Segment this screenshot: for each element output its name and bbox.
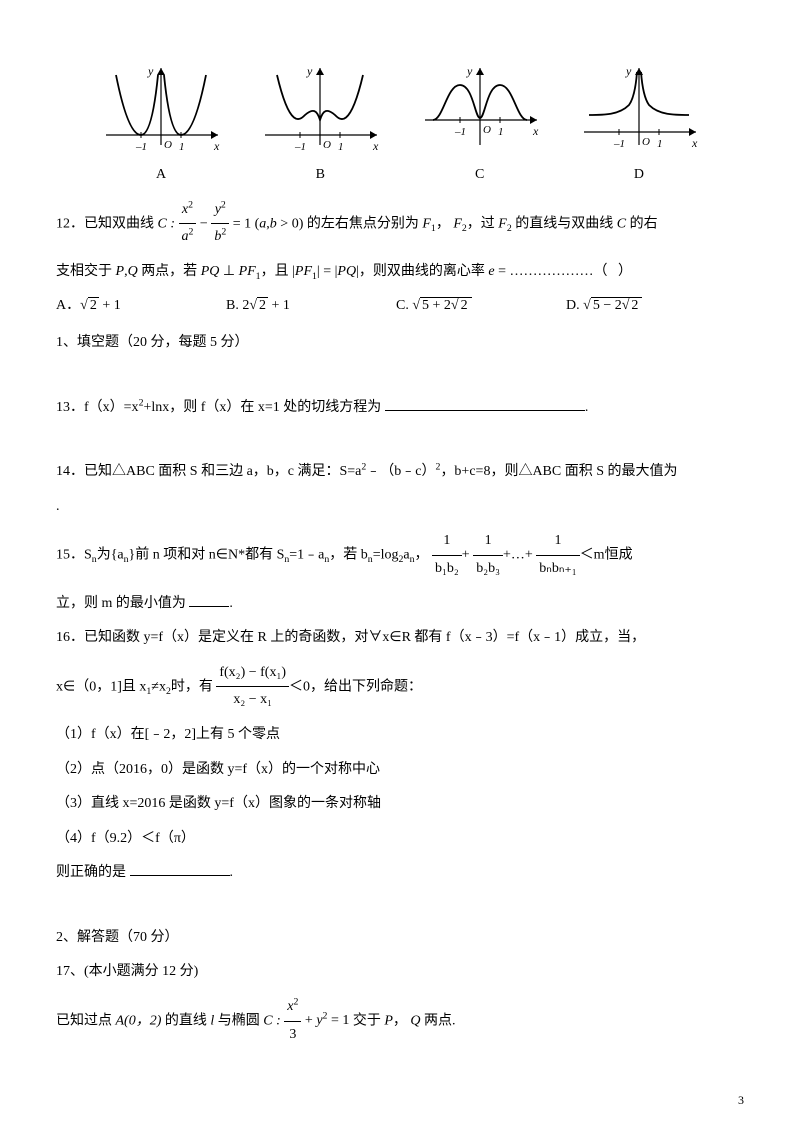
svg-text:x: x	[213, 139, 220, 153]
q16-tail-b: .	[230, 865, 234, 880]
q15-frac1: 1 b₁b₂	[432, 528, 462, 582]
svg-text:O: O	[164, 139, 172, 151]
q12-optC: C. √5 + 2√2	[396, 293, 566, 320]
q12-frac1: x2 a2	[179, 197, 197, 251]
q15-lt: ＜m恒成	[580, 548, 633, 563]
svg-text:–1: –1	[294, 141, 306, 153]
q16-s4: （4）f（9.2）＜f（π）	[56, 826, 744, 853]
q17-head: 17、(本小题满分 12 分)	[56, 959, 744, 986]
svg-text:x: x	[691, 136, 698, 150]
q16-s3: （3）直线 x=2016 是函数 y=f（x）图象的一条对称轴	[56, 791, 744, 818]
q15-e: ，若 b	[329, 548, 368, 563]
svg-text:O: O	[323, 139, 331, 151]
q13-blank	[385, 396, 585, 411]
q15-line1: 15．Sn为{an}前 n 项和对 n∈N*都有 Sn=1﹣an，若 bn=lo…	[56, 528, 744, 582]
q16-s2: （2）点（2016，0）是函数 y=f（x）的一个对称中心	[56, 757, 744, 784]
q15-c: }前 n 项和对 n∈N*都有 S	[129, 548, 285, 563]
q13-tail: .	[585, 400, 589, 415]
q17-lvar: l	[210, 1013, 214, 1028]
svg-text:O: O	[642, 136, 650, 148]
q15-line2: 立，则 m 的最小值为 .	[56, 591, 744, 618]
svg-text:x: x	[532, 124, 539, 138]
q17-Cvar: C :	[263, 1013, 281, 1028]
svg-text:y: y	[306, 64, 313, 78]
svg-text:–1: –1	[135, 141, 147, 153]
q14-a: 14．已知△ABC 面积 S 和三边 a，b，c 满足：S=a	[56, 464, 361, 479]
section-ans: 2、解答题（70 分）	[56, 925, 744, 952]
q13: 13．f（x）=x2+lnx，则 f（x）在 x=1 处的切线方程为 .	[56, 395, 744, 422]
q15-f: =log	[373, 548, 399, 563]
q17-l1b: 的直线	[165, 1013, 207, 1028]
graph-B: –1 1 O x y B	[255, 60, 385, 189]
q12-optD: D. √5 − 2√2	[566, 293, 736, 320]
graph-A: –1 1 O x y A	[96, 60, 226, 189]
q14-b: ﹣（b﹣c）	[366, 464, 435, 479]
graph-C-label: C	[415, 162, 545, 189]
graph-D: –1 1 O x y D	[574, 60, 704, 189]
svg-text:1: 1	[498, 126, 504, 138]
q16-l2d: ＜0，给出下列命题：	[289, 679, 422, 694]
graph-B-label: B	[255, 162, 385, 189]
q16-frac: f(x₂) − f(x₁) x₂ − x₁	[216, 660, 289, 714]
svg-text:y: y	[147, 64, 154, 78]
q12-frac2: y2 b2	[211, 197, 229, 251]
q12-prefix: 12．已知双曲线	[56, 216, 154, 231]
q15-dots: +…+	[503, 548, 533, 563]
svg-text:y: y	[466, 64, 473, 78]
q16-tail-a: 则正确的是	[56, 865, 126, 880]
q16-l1: 16．已知函数 y=f（x）是定义在 R 上的奇函数，对∀x∈R 都有 f（x﹣…	[56, 625, 744, 652]
q12-line2: 支相交于 P,Q 两点，若 PQ ⊥ PF1，且 |PF1| = |PQ|，则双…	[56, 259, 744, 286]
q17-l1d: 交于	[353, 1013, 381, 1028]
q17-frac: x2 3	[284, 994, 301, 1048]
q17-l1: 已知过点 A(0，2) 的直线 l 与椭圆 C : x2 3 + y2 = 1 …	[56, 994, 744, 1048]
q15-tail: .	[229, 596, 233, 611]
q15-frac3: 1 bₙbₙ₊₁	[536, 528, 579, 582]
graph-A-label: A	[96, 162, 226, 189]
q16-l2a: x∈（0，1]且 x	[56, 679, 146, 694]
q17-Q: Q	[410, 1013, 420, 1028]
q16-l2: x∈（0，1]且 x1≠x2时，有 f(x₂) − f(x₁) x₂ − x₁ …	[56, 660, 744, 714]
q15-frac2: 1 b₂b₃	[473, 528, 503, 582]
q15-b: 为{a	[97, 548, 124, 563]
svg-text:x: x	[372, 139, 379, 153]
svg-text:y: y	[625, 64, 632, 78]
q12-curve-label: C :	[158, 216, 176, 231]
svg-text:1: 1	[338, 141, 344, 153]
page-number: 3	[738, 1089, 744, 1112]
q15-h: ，	[415, 548, 429, 563]
q14-tail: .	[56, 494, 744, 521]
q15-blank	[189, 592, 229, 607]
q17-l1e: 两点.	[424, 1013, 456, 1028]
q14-c: ，b+c=8，则△ABC 面积 S 的最大值为	[440, 464, 677, 479]
q12-options: A．√2 + 1 B. 2√2 + 1 C. √5 + 2√2 D. √5 − …	[56, 293, 744, 320]
svg-text:–1: –1	[454, 126, 466, 138]
graph-D-label: D	[574, 162, 704, 189]
graph-C: –1 1 O x y C	[415, 60, 545, 189]
q16-tail: 则正确的是 .	[56, 860, 744, 887]
q13-b: +lnx，则 f（x）在 x=1 处的切线方程为	[143, 400, 381, 415]
q17-l1c: 与椭圆	[218, 1013, 260, 1028]
q15-d: =1﹣a	[289, 548, 324, 563]
section-fill: 1、填空题（20 分，每题 5 分）	[56, 330, 744, 357]
q12-optB: B. 2√2 + 1	[226, 293, 396, 320]
svg-text:–1: –1	[613, 138, 625, 150]
q15-l2: 立，则 m 的最小值为	[56, 596, 186, 611]
q12-line1: 12．已知双曲线 C : x2 a2 − y2 b2 = 1 (a,b > 0)…	[56, 197, 744, 251]
svg-text:O: O	[483, 124, 491, 136]
q14: 14．已知△ABC 面积 S 和三边 a，b，c 满足：S=a2﹣（b﹣c）2，…	[56, 459, 744, 486]
q17-P: P	[384, 1013, 393, 1028]
q16-l2b: ≠x	[151, 679, 166, 694]
svg-text:1: 1	[179, 141, 185, 153]
q16-blank	[130, 861, 230, 876]
q15-a: 15．S	[56, 548, 92, 563]
q16-l2c: 时，有	[171, 679, 213, 694]
q16-s1: （1）f（x）在[﹣2，2]上有 5 个零点	[56, 722, 744, 749]
q12-optA: A．√2 + 1	[56, 293, 226, 320]
svg-text:1: 1	[657, 138, 663, 150]
q17-l1a: 已知过点	[56, 1013, 112, 1028]
q13-a: 13．f（x）=x	[56, 400, 139, 415]
q17-A: A(0，2)	[116, 1013, 162, 1028]
